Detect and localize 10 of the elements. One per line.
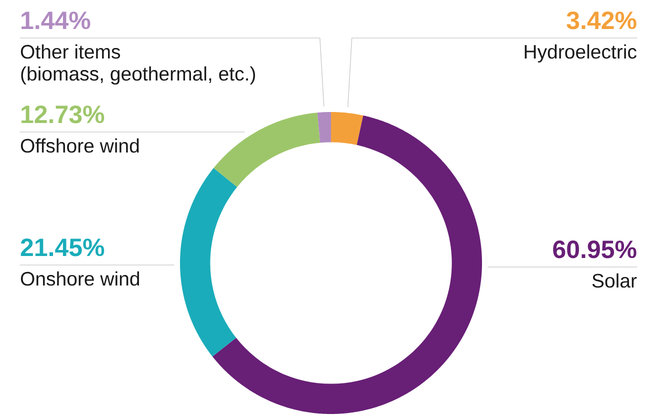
slice-label: Solar: [592, 273, 637, 288]
slice-label: Offshore wind: [20, 138, 139, 153]
slice-label: Onshore wind: [20, 271, 140, 286]
data-label: 3.42%: [566, 12, 636, 30]
slice-label: Other items (biomass, geothermal, etc.): [20, 44, 256, 85]
data-label: 60.95%: [553, 240, 636, 258]
data-label: 21.45%: [20, 238, 104, 256]
data-label: 1.44%: [22, 12, 90, 30]
slice-label: Hydroelectric: [524, 44, 636, 63]
data-label: 12.73%: [22, 106, 104, 124]
